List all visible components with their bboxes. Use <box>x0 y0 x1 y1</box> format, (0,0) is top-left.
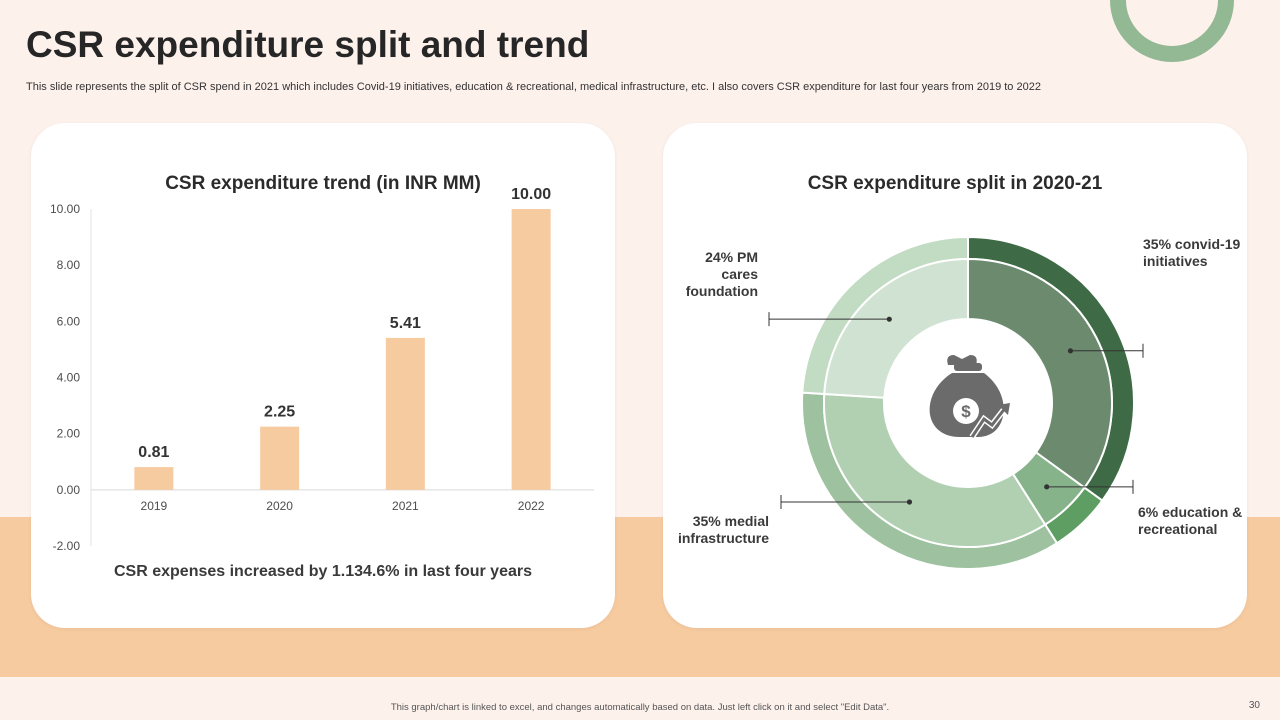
slice-label-covid: 35% convid-19 initiatives <box>1143 236 1241 269</box>
money-bag-growth-icon: $ <box>929 355 1010 439</box>
slice-label-medial: 35% medial infrastructure <box>677 513 769 546</box>
bar-2021[interactable] <box>385 337 425 490</box>
x-tick-label: 2020 <box>266 499 293 513</box>
y-tick-label: 8.00 <box>57 258 81 272</box>
y-tick-label: -2.00 <box>53 539 81 553</box>
bar-2019[interactable] <box>134 467 174 490</box>
leader-dot <box>886 316 892 322</box>
y-tick-label: 10.00 <box>50 202 80 216</box>
split-card: CSR expenditure split in 2020-21 $ 35% c… <box>663 123 1247 628</box>
slice-label-pm-cares: 24% PM cares foundation <box>685 249 758 299</box>
leader-dot <box>1044 484 1050 490</box>
donut-chart-title: CSR expenditure split in 2020-21 <box>807 173 1103 194</box>
bar-chart[interactable]: 10.00 8.00 6.00 4.00 2.00 0.00 -2.00 0.81 2019 2.… <box>31 123 615 628</box>
decorative-ring-icon <box>1110 0 1234 62</box>
slice-medial-inner[interactable] <box>823 392 1047 548</box>
x-tick-label: 2019 <box>141 499 168 513</box>
svg-text:$: $ <box>961 402 971 421</box>
trend-card: CSR expenditure trend (in INR MM) 10.00 8… <box>31 123 615 628</box>
bar-value-label: 5.41 <box>390 315 421 332</box>
bar-chart-title: CSR expenditure trend (in INR MM) <box>165 173 481 194</box>
page-subtitle: This slide represents the split of CSR s… <box>26 81 1041 93</box>
bar-value-label: 0.81 <box>138 444 169 461</box>
x-tick-label: 2021 <box>392 499 419 513</box>
bar-2020[interactable] <box>260 426 300 490</box>
x-tick-label: 2022 <box>518 499 545 513</box>
page-number: 30 <box>1248 700 1260 711</box>
donut-chart[interactable]: $ <box>663 123 1247 628</box>
y-tick-label: 2.00 <box>57 427 81 441</box>
bar-value-label: 10.00 <box>511 186 551 203</box>
bottom-note: This graph/chart is linked to excel, and… <box>390 702 890 713</box>
trend-footnote: CSR expenses increased by 1.134.6% in la… <box>114 563 532 580</box>
bar-value-label: 2.25 <box>264 404 295 421</box>
slice-label-education: 6% education & recreational <box>1138 504 1243 537</box>
slice-pm_cares-inner[interactable] <box>823 257 969 399</box>
y-tick-label: 4.00 <box>57 371 81 385</box>
slice-covid-inner[interactable] <box>967 257 1113 490</box>
bar-2022[interactable] <box>511 209 551 490</box>
y-tick-label: 6.00 <box>57 314 81 328</box>
y-tick-label: 0.00 <box>57 483 81 497</box>
page-title: CSR expenditure split and trend <box>26 24 590 65</box>
